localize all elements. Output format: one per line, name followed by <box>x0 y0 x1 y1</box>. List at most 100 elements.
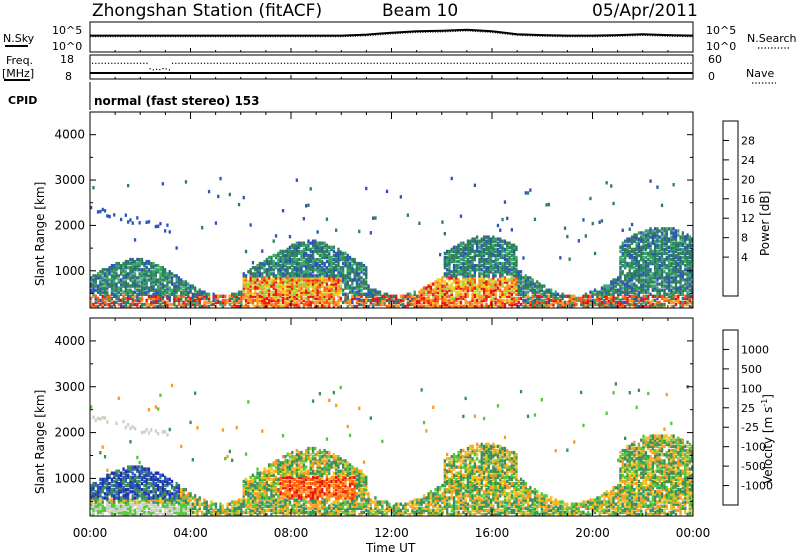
heatmap-cell <box>533 288 537 292</box>
heatmap-cell <box>133 475 137 480</box>
heatmap-cell <box>307 243 310 247</box>
heatmap-cell <box>335 257 338 262</box>
heatmap-cell <box>344 300 347 305</box>
heatmap-cell <box>355 282 359 286</box>
heatmap-cell <box>346 259 349 264</box>
heatmap-cell <box>466 266 470 270</box>
heatmap-cell <box>667 255 671 260</box>
heatmap-cell <box>117 500 120 504</box>
heatmap-cell <box>480 282 483 286</box>
heatmap-cell <box>448 255 451 260</box>
heatmap-cell <box>637 272 641 276</box>
heatmap-cell <box>660 304 664 309</box>
heatmap-cell <box>291 274 294 278</box>
heatmap-cell <box>150 266 153 270</box>
heatmap-cell <box>101 479 104 484</box>
heatmap-cell <box>99 510 102 515</box>
heatmap-cell <box>330 255 333 260</box>
heatmap-cell <box>321 294 324 298</box>
heatmap-cell <box>621 259 624 264</box>
heatmap-cell <box>383 298 386 303</box>
heatmap-cell <box>270 266 273 270</box>
heatmap-cell <box>584 300 587 305</box>
heatmap-cell <box>480 245 483 249</box>
heatmap-cell <box>265 290 268 294</box>
heatmap-cell <box>492 259 495 264</box>
heatmap-cell <box>600 219 604 223</box>
heatmap-cell <box>147 492 151 496</box>
heatmap-cell <box>127 510 130 515</box>
nave-point <box>252 62 254 64</box>
heatmap-cell <box>124 488 127 492</box>
heatmap-cell <box>448 284 451 288</box>
heatmap-cell <box>644 259 648 264</box>
heatmap-cell <box>471 261 474 266</box>
heatmap-cell <box>274 280 278 284</box>
heatmap-cell <box>684 296 687 301</box>
heatmap-cell <box>503 257 507 262</box>
heatmap-cell <box>513 245 516 249</box>
heatmap-cell <box>159 302 162 307</box>
heatmap-cell <box>545 302 548 307</box>
nave-point <box>620 62 622 64</box>
heatmap-cell <box>182 302 185 307</box>
heatmap-cell <box>681 247 684 252</box>
heatmap-cell <box>466 257 470 262</box>
heatmap-cell <box>642 259 645 264</box>
heatmap-cell <box>478 251 481 256</box>
heatmap-cell <box>293 261 296 266</box>
heatmap-cell <box>277 259 280 264</box>
heatmap-cell <box>452 278 456 282</box>
heatmap-cell <box>330 278 333 282</box>
heatmap-cell <box>691 268 694 272</box>
heatmap-cell <box>143 467 146 471</box>
heatmap-cell <box>496 282 500 286</box>
heatmap-cell <box>143 276 146 280</box>
heatmap-cell <box>170 276 174 280</box>
heatmap-cell <box>90 300 93 305</box>
heatmap-cell <box>471 274 474 278</box>
heatmap-cell <box>170 290 174 294</box>
heatmap-cell <box>483 280 486 284</box>
heatmap-cell <box>607 292 611 296</box>
heatmap-cell <box>182 300 185 305</box>
heatmap-cell <box>205 300 208 305</box>
heatmap-cell <box>619 266 622 270</box>
heatmap-cell <box>182 304 185 309</box>
heatmap-cell <box>140 274 144 278</box>
heatmap-cell <box>140 471 144 475</box>
heatmap-cell <box>651 304 654 309</box>
heatmap-cell <box>122 475 125 480</box>
heatmap-cell <box>630 264 634 268</box>
heatmap-cell <box>300 282 303 286</box>
heatmap-cell <box>145 292 148 296</box>
heatmap-cell <box>286 284 289 288</box>
heatmap-cell <box>351 290 354 294</box>
heatmap-cell <box>321 249 324 254</box>
heatmap-cell <box>654 249 657 254</box>
heatmap-cell <box>367 304 370 309</box>
heatmap-cell <box>489 237 493 241</box>
heatmap-cell <box>487 249 490 254</box>
heatmap-cell <box>633 272 636 276</box>
heatmap-cell <box>307 247 310 252</box>
heatmap-cell <box>131 292 134 296</box>
heatmap-cell <box>351 288 354 292</box>
nave-point <box>245 62 247 64</box>
heatmap-cell <box>321 278 324 282</box>
nave-point <box>303 62 305 64</box>
heatmap-cell <box>152 294 155 298</box>
heatmap-cell <box>499 261 502 266</box>
heatmap-cell <box>617 282 620 286</box>
heatmap-cell <box>325 294 329 298</box>
heatmap-cell <box>122 284 125 288</box>
heatmap-cell <box>464 272 467 276</box>
heatmap-cell <box>667 288 671 292</box>
heatmap-cell <box>300 278 303 282</box>
heatmap-cell <box>640 239 643 243</box>
heatmap-cell <box>688 270 691 274</box>
heatmap-cell <box>115 296 118 301</box>
heatmap-cell <box>265 261 268 266</box>
heatmap-cell <box>670 231 673 235</box>
heatmap-cell <box>556 292 560 296</box>
